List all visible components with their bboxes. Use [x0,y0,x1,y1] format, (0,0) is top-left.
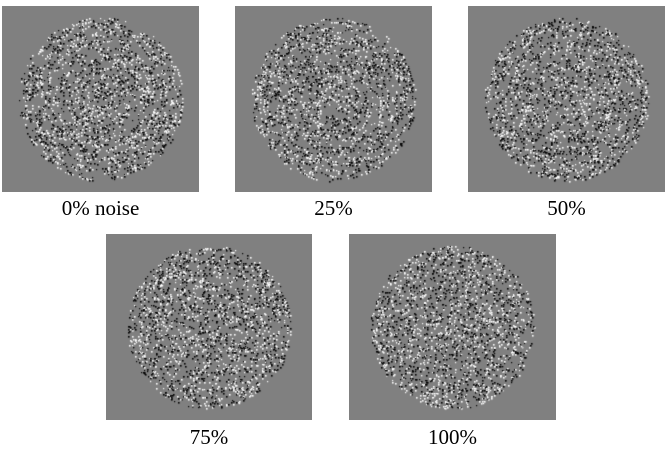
dot-pattern-canvas [468,6,665,192]
dot-pattern-canvas [235,6,432,192]
dot-pattern-canvas [2,6,199,192]
panel-caption: 75% [189,425,229,449]
panel-caption: 100% [428,425,477,449]
stimulus-panel-100-noise [349,234,556,420]
stimulus-panel-75-noise [106,234,312,420]
dot-pattern-canvas [106,234,312,420]
stimulus-panel-25-noise [235,6,432,192]
panel-caption: 25% [314,196,353,220]
dot-pattern-canvas [349,234,556,420]
stimulus-panel-50-noise [468,6,665,192]
panel-caption: 0% noise [61,196,140,220]
panel-caption: 50% [547,196,586,220]
stimulus-panel-0-noise [2,6,199,192]
